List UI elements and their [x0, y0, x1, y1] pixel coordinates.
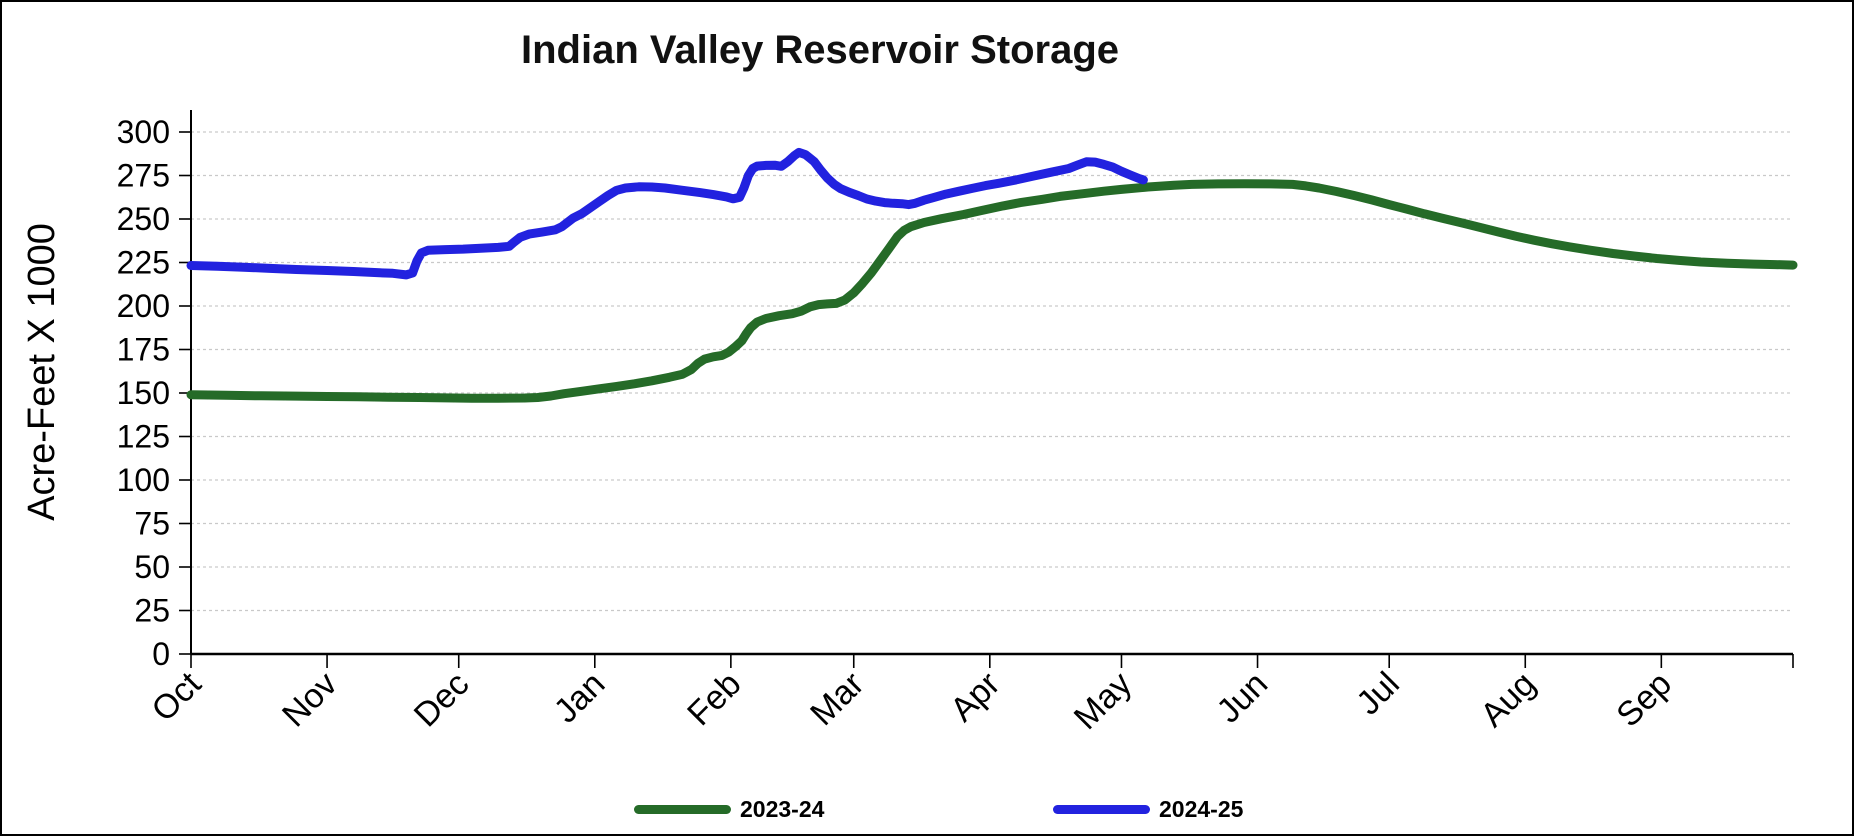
legend-label-2023-24: 2023-24 [740, 795, 825, 822]
series-line-2024-25 [186, 147, 1148, 280]
x-tick-label-Dec: Dec [407, 665, 477, 735]
legend: 2023-24 2024-25 [2, 794, 1852, 828]
x-tick-label-Nov: Nov [275, 665, 345, 735]
y-tick-label-125: 125 [117, 419, 170, 455]
y-tick-label-275: 275 [117, 158, 170, 194]
y-tick-label-75: 75 [134, 506, 170, 542]
y-tick-label-25: 25 [134, 593, 170, 629]
y-tick-label-200: 200 [117, 288, 170, 324]
y-tick-label-300: 300 [117, 114, 170, 150]
y-tick-label-50: 50 [134, 549, 170, 585]
x-tick-label-Mar: Mar [803, 665, 871, 733]
x-tick-label-Feb: Feb [680, 665, 748, 733]
legend-swatch-2024-25 [1053, 804, 1150, 814]
legend-item-2023-24: 2023-24 [634, 794, 824, 824]
y-tick-label-0: 0 [152, 636, 170, 672]
series-line-2023-24 [186, 179, 1798, 403]
x-tick-label-Sep: Sep [1609, 665, 1679, 735]
x-tick-label-Jan: Jan [547, 665, 613, 731]
y-tick-label-150: 150 [117, 375, 170, 411]
x-tick-label-Apr: Apr [943, 665, 1007, 729]
x-tick-label-Aug: Aug [1473, 665, 1543, 735]
legend-item-2024-25: 2024-25 [1053, 794, 1243, 824]
x-tick-label-Jun: Jun [1210, 665, 1276, 731]
y-axis-title: Acre-Feet X 1000 [21, 223, 63, 521]
y-tick-label-100: 100 [117, 462, 170, 498]
y-tick-label-225: 225 [117, 245, 170, 281]
x-tick-label-May: May [1067, 665, 1139, 737]
chart-title: Indian Valley Reservoir Storage [520, 28, 1120, 72]
x-tick-label-Oct: Oct [144, 664, 209, 729]
y-tick-label-175: 175 [117, 332, 170, 368]
x-tick-label-Jul: Jul [1349, 665, 1407, 723]
legend-label-2024-25: 2024-25 [1159, 795, 1244, 822]
legend-swatch-2023-24 [634, 804, 731, 814]
y-tick-label-250: 250 [117, 201, 170, 237]
